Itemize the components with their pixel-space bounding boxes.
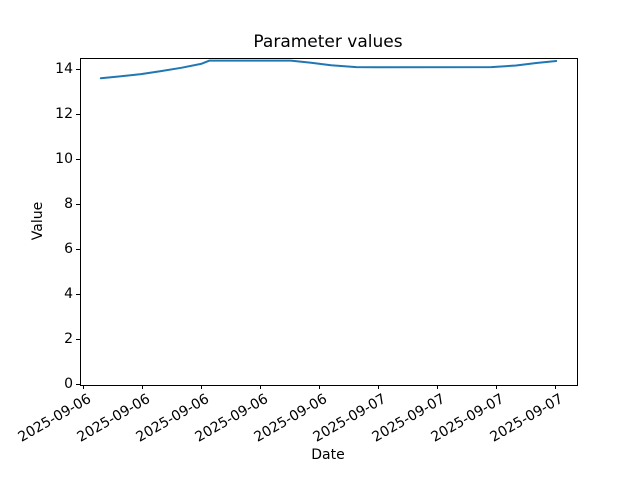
x-tick-mark xyxy=(554,385,556,389)
plot-area xyxy=(80,58,578,386)
y-tick-label: 14 xyxy=(55,61,73,78)
y-tick-label: 8 xyxy=(64,196,73,213)
y-tick-mark xyxy=(76,204,80,206)
y-tick-mark xyxy=(76,384,80,385)
y-tick-mark xyxy=(76,249,80,251)
x-tick-mark xyxy=(377,385,379,389)
x-tick-mark xyxy=(495,385,497,389)
chart-title: Parameter values xyxy=(253,32,403,52)
x-tick-mark xyxy=(436,385,438,389)
y-tick-label: 12 xyxy=(55,106,73,123)
y-tick-mark xyxy=(76,294,80,296)
x-tick-mark xyxy=(83,385,85,389)
y-tick-label: 4 xyxy=(64,286,73,303)
y-tick-mark xyxy=(76,114,80,116)
series-line xyxy=(99,59,558,80)
y-tick-label: 0 xyxy=(64,376,73,392)
x-tick-mark xyxy=(319,385,321,389)
x-axis-label: Date xyxy=(311,447,345,463)
x-tick-mark xyxy=(260,385,262,389)
y-tick-mark xyxy=(76,339,80,341)
y-tick-mark xyxy=(76,69,80,71)
y-tick-label: 6 xyxy=(64,241,73,258)
line-chart-svg xyxy=(99,59,558,80)
y-tick-label: 10 xyxy=(55,151,73,168)
x-tick-mark xyxy=(201,385,203,389)
y-tick-mark xyxy=(76,159,80,161)
x-tick-mark xyxy=(142,385,144,389)
y-tick-label: 2 xyxy=(64,331,73,348)
